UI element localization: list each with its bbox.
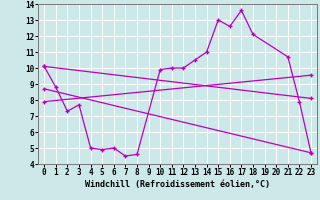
X-axis label: Windchill (Refroidissement éolien,°C): Windchill (Refroidissement éolien,°C)	[85, 180, 270, 189]
